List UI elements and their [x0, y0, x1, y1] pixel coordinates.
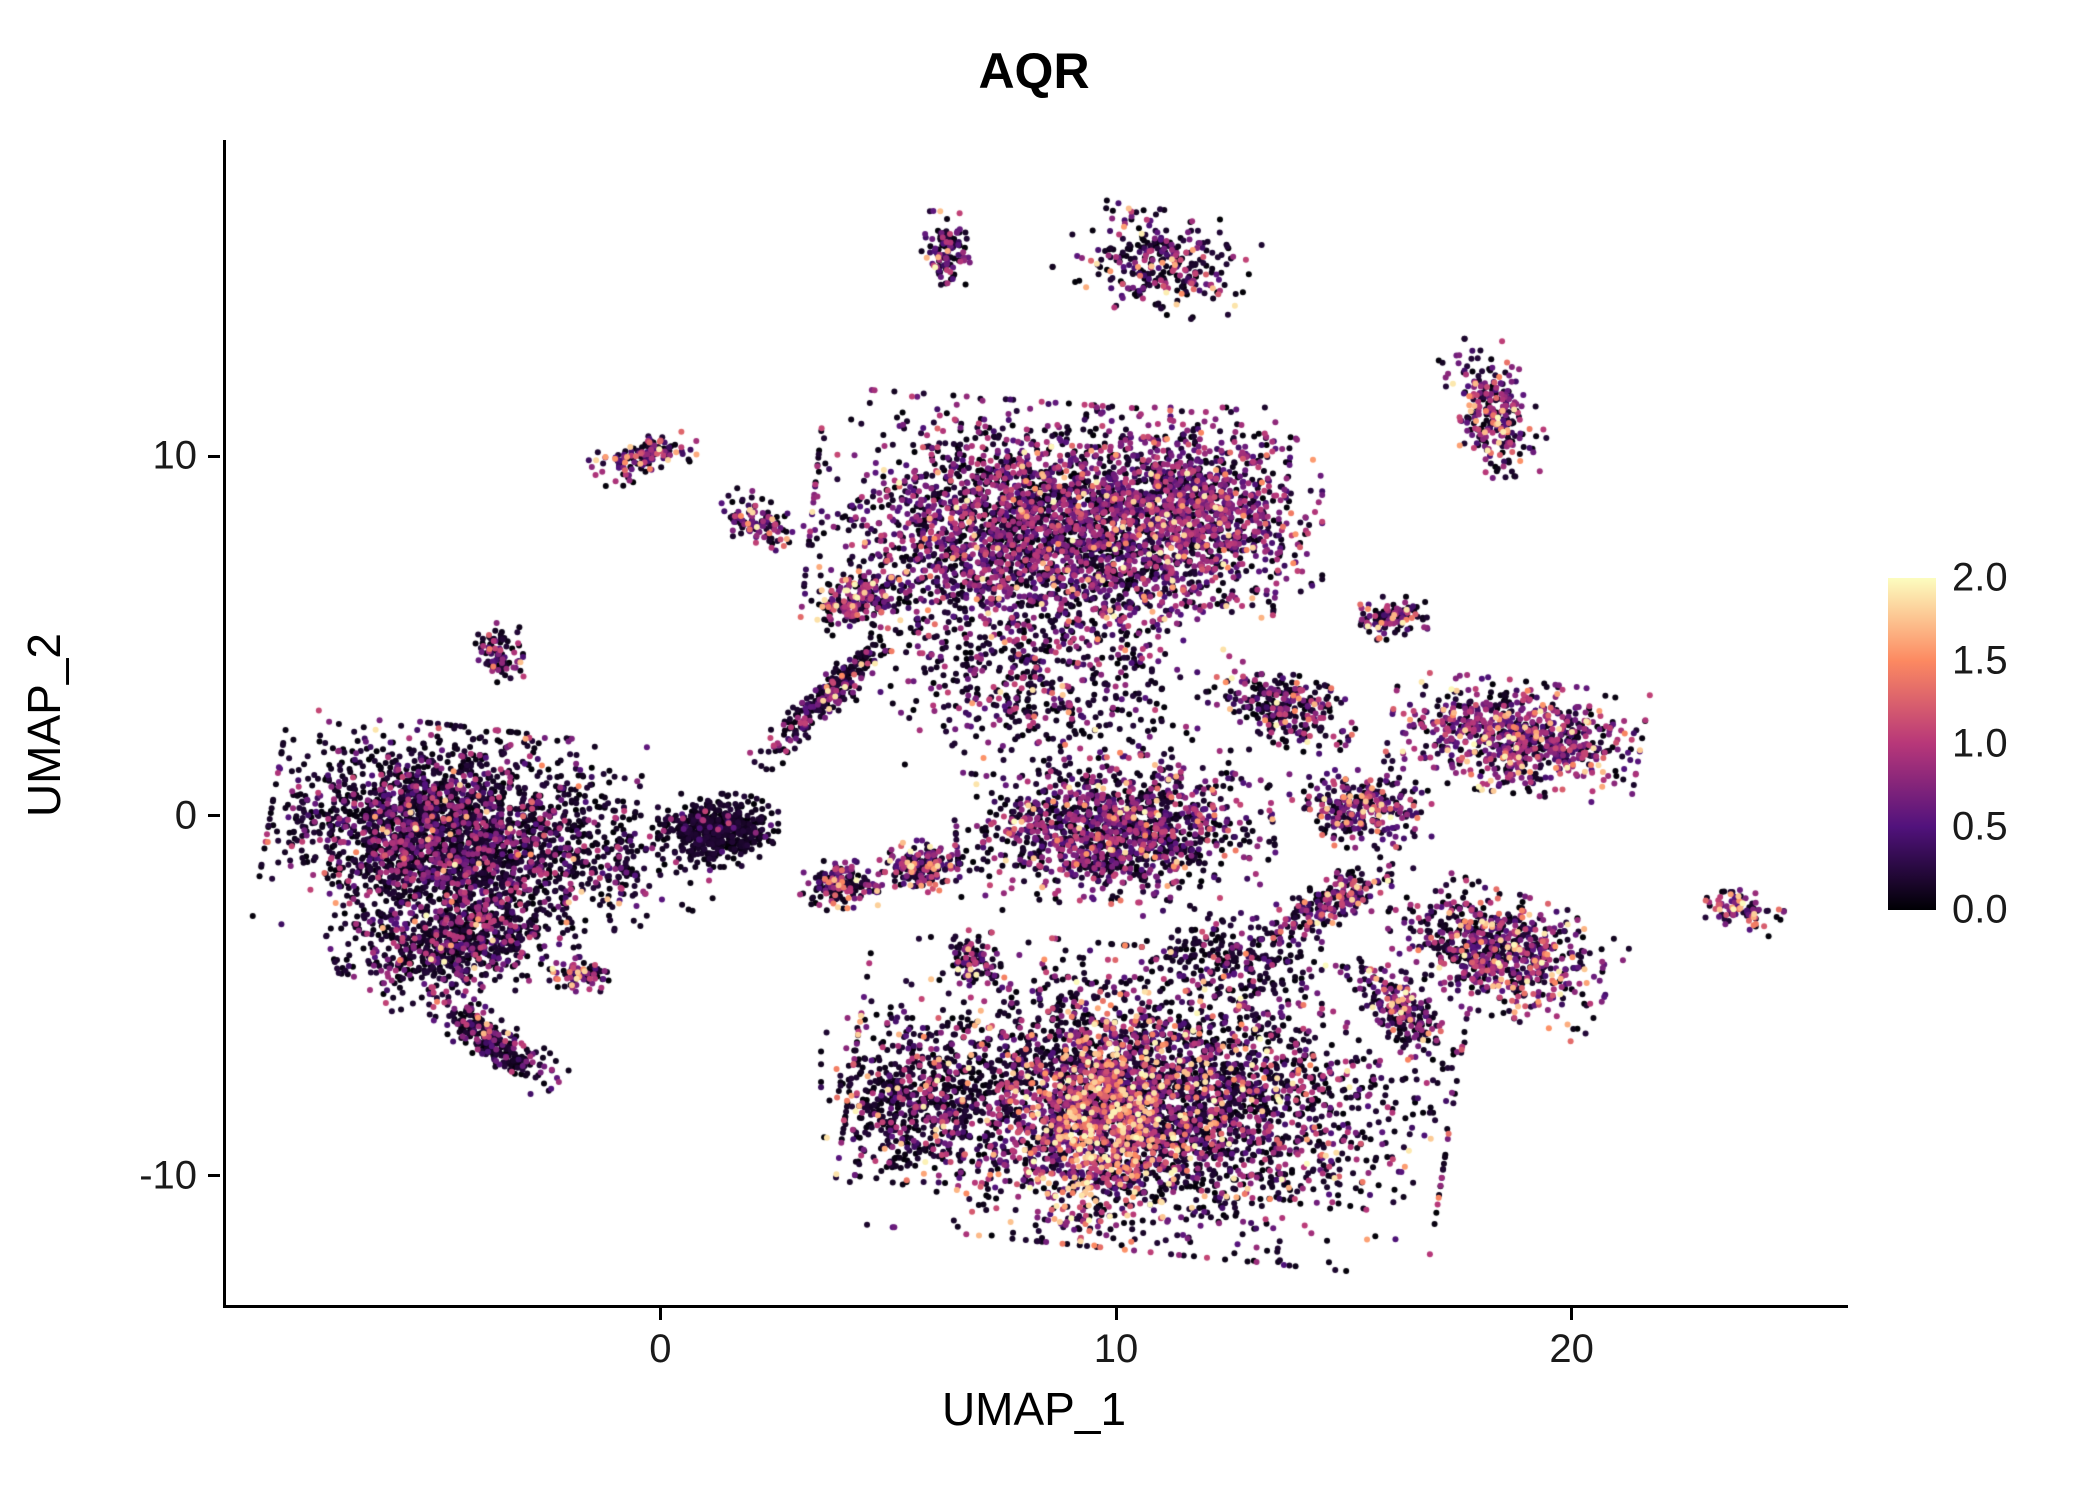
y-tick-label: 10	[152, 433, 198, 478]
y-tick-mark	[208, 454, 220, 458]
x-tick-label: 10	[1093, 1327, 1139, 1371]
y-tick-label: 0	[174, 793, 197, 838]
plot-title: AQR	[978, 43, 1090, 99]
colorbar-tick-label: 1.0	[1952, 721, 2008, 766]
y-tick-label: -10	[139, 1153, 197, 1198]
colorbar-tick-label: 2.0	[1952, 555, 2008, 600]
x-tick-label: 20	[1549, 1327, 1594, 1371]
colorbar-tick-label: 1.5	[1952, 638, 2008, 683]
x-axis-title: UMAP_1	[941, 1383, 1127, 1435]
y-axis-title: UMAP_2	[18, 632, 70, 818]
plot-panel	[223, 140, 1848, 1308]
colorbar-gradient	[1888, 578, 1936, 910]
scatter-canvas	[226, 140, 1848, 1305]
y-tick-mark	[208, 814, 220, 818]
y-tick-mark	[208, 1174, 220, 1178]
x-tick-label: 0	[649, 1327, 672, 1371]
x-tick-mark	[658, 1308, 662, 1320]
x-tick-mark	[1570, 1308, 1574, 1320]
x-tick-mark	[1114, 1308, 1118, 1320]
colorbar-tick-label: 0.0	[1952, 887, 2008, 932]
colorbar-tick-label: 0.5	[1952, 804, 2008, 849]
